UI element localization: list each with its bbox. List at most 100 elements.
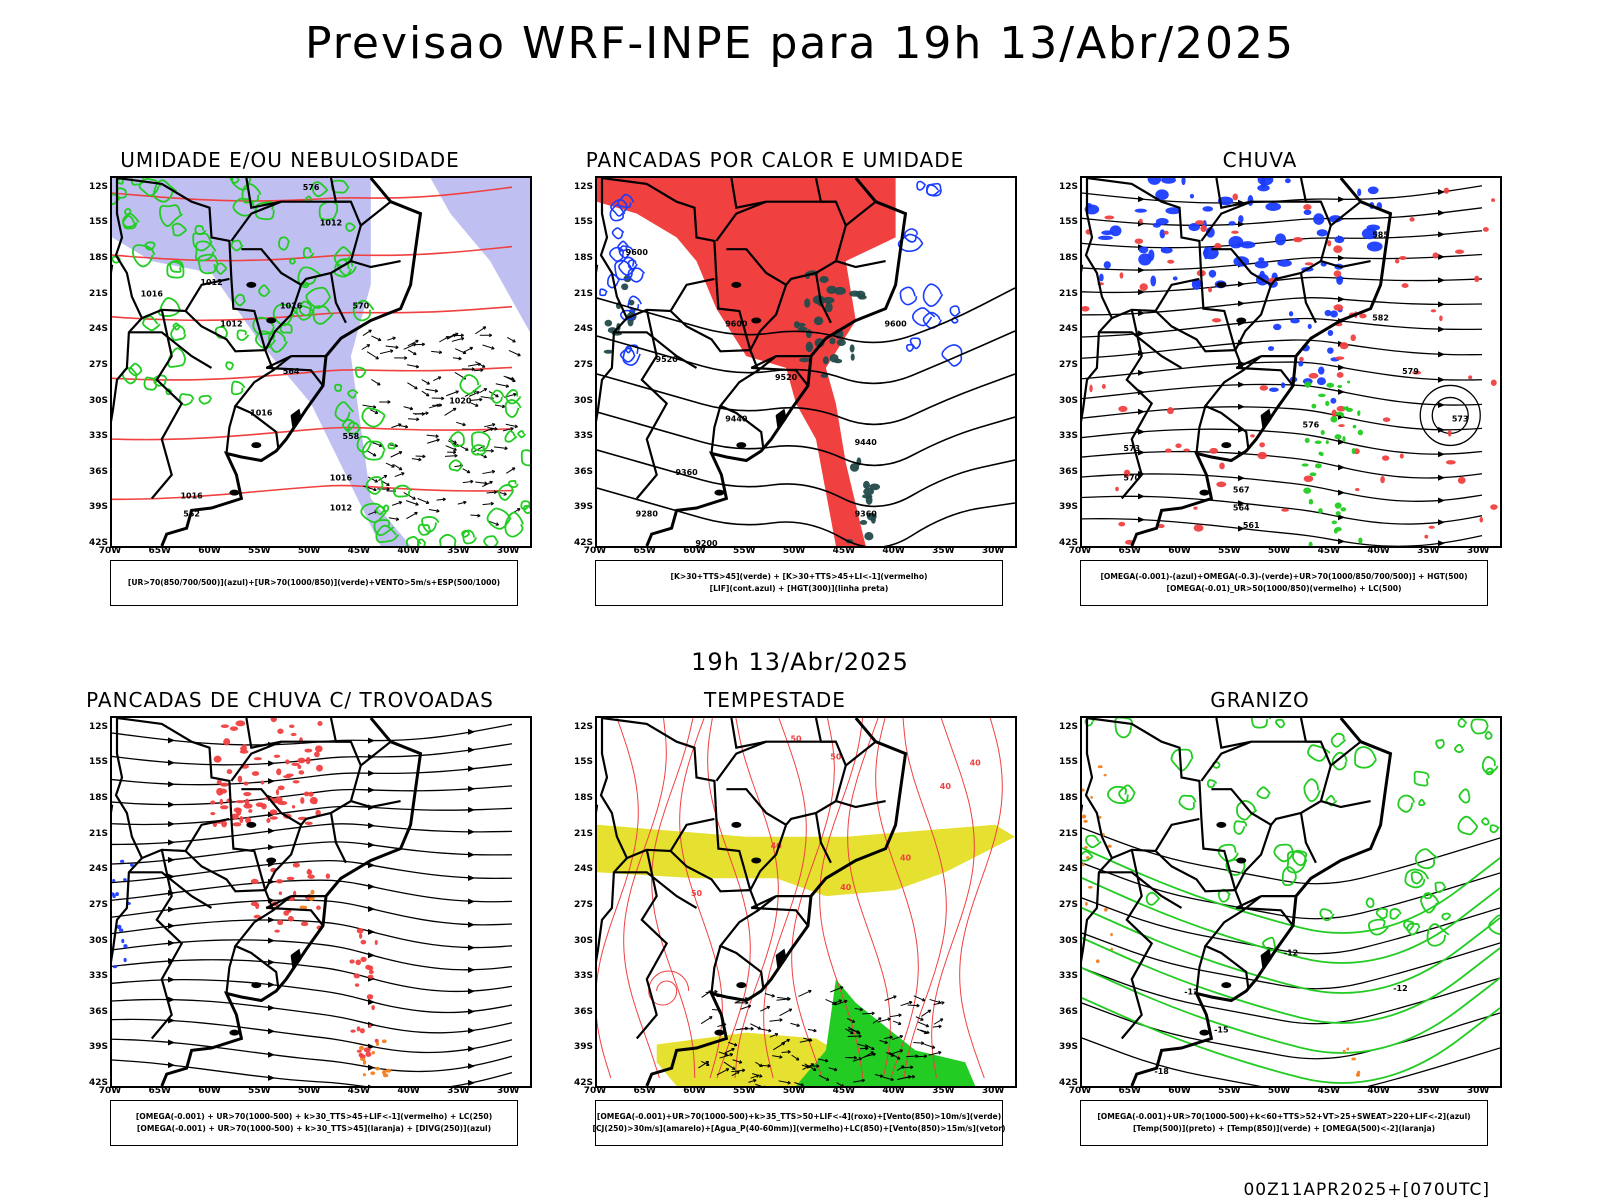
wind-vector (461, 367, 475, 372)
humidity-contour-green (236, 329, 250, 341)
instability-area-teal (822, 356, 829, 365)
humidity-contour-green (405, 536, 422, 546)
precip-area-red (1219, 462, 1225, 470)
omega-area-blue (1202, 206, 1214, 212)
map-frame: 585 582 579 576 573 570 567 564 561 573 (1080, 176, 1502, 548)
coastline-east (645, 718, 908, 1086)
panel-legend: [OMEGA(-0.001)+UR>70(1000-500)+k>35_TTS>… (592, 1100, 1006, 1146)
longitude-tick-label: 35W (447, 1086, 470, 1096)
thunderstorm-area-red (285, 759, 290, 765)
omega-area-green (1301, 463, 1309, 467)
thunderstorm-area-red (244, 798, 250, 807)
political-border (1299, 272, 1317, 324)
latitude-axis: 12S 15S 18S 21S 24S 27S 30S 33S 36S 39S 42S (1038, 176, 1078, 548)
thunderstorm-area-red (275, 879, 284, 884)
panel-legend: [UR>70(850/700/500)](azul)+[UR>70(1000/8… (110, 560, 518, 606)
latitude-tick-label: 12S (88, 721, 108, 732)
contour-label: -12 (1284, 948, 1298, 957)
wind-vector (486, 490, 497, 495)
omega-area-blue (1247, 195, 1254, 207)
precip-area-red (1398, 256, 1407, 260)
wind-vector (728, 1041, 738, 1047)
wind-vector (915, 1016, 924, 1021)
streamline (112, 1018, 513, 1054)
political-border (1086, 178, 1237, 351)
wind-vector (882, 1076, 894, 1082)
political-border (350, 800, 401, 809)
lagoon-shape (290, 408, 302, 431)
wind-vector (394, 356, 408, 360)
omega-area-green (1318, 508, 1323, 514)
temperature-850-contour (1303, 778, 1321, 803)
wind-vector (769, 1032, 779, 1038)
wind-vector (470, 402, 479, 407)
temperature-850-contour (1435, 739, 1445, 749)
latitude-tick-label: 15S (88, 757, 108, 768)
thunderstorm-area-red (360, 939, 367, 945)
political-border (599, 718, 715, 860)
wind-vector (479, 388, 488, 394)
humidity-contour-green (234, 293, 247, 307)
streamline-arrow (168, 1062, 175, 1069)
political-border (1211, 248, 1272, 286)
wind-850-area (796, 979, 976, 1086)
temperature-850-contour (1114, 718, 1134, 739)
political-border (710, 945, 722, 994)
precip-area-red (1257, 451, 1268, 460)
wind-vector (731, 1068, 746, 1073)
wind-vector (452, 356, 462, 361)
wind-vector (482, 344, 495, 350)
instability-area-teal (864, 532, 874, 541)
longitude-tick-label: 70W (583, 1086, 607, 1096)
streamline-arrow (1138, 310, 1145, 317)
humidity-contour-green (336, 258, 357, 277)
contour-label: 9600 (626, 248, 649, 257)
contour-label: 1012 (220, 319, 242, 328)
streamline-arrow (268, 811, 275, 818)
humidity-contour-green (504, 430, 518, 443)
wind-vector (834, 999, 848, 1006)
precipitable-water-contour (959, 718, 1003, 1079)
latitude-tick-label: 39S (1058, 502, 1078, 513)
omega-area-orange (1357, 1070, 1361, 1075)
precip-area-red (1259, 385, 1269, 391)
contour-label: 564 (283, 367, 300, 376)
temperature-850-contour (1454, 743, 1465, 754)
political-border (1215, 178, 1252, 210)
wind-vector (698, 1060, 710, 1069)
streamline (112, 939, 513, 971)
instability-area-teal (805, 341, 814, 353)
omega-area-blue (1228, 221, 1236, 226)
humidity-contour-green (356, 435, 373, 454)
thunderstorm-area-red (292, 780, 300, 784)
humidity-contour-green (471, 431, 492, 452)
map-canvas (112, 718, 513, 1086)
instability-area-teal (804, 298, 811, 308)
precip-area-red (1401, 283, 1409, 288)
thunderstorm-area-red (365, 1051, 372, 1057)
longitude-tick-label: 55W (1218, 546, 1241, 556)
wind-vector (905, 1074, 916, 1079)
precip-area-red (1439, 315, 1443, 322)
lifted-index-contour (617, 240, 629, 252)
longitude-tick-label: 50W (297, 1086, 321, 1096)
thunderstorm-area-red (210, 800, 216, 805)
precip-area-red (1490, 379, 1497, 386)
political-border (184, 850, 266, 893)
temperature-850-contour (1082, 997, 1500, 1084)
thunderstorm-area-red (291, 804, 296, 809)
temperature-850-contour (1488, 914, 1500, 936)
wind-vector (864, 1052, 876, 1058)
political-border (329, 718, 351, 743)
precip-area-red (1211, 318, 1222, 323)
latitude-tick-label: 33S (573, 431, 593, 442)
instability-area-teal (820, 373, 829, 378)
longitude-tick-label: 65W (1118, 1086, 1141, 1096)
humidity-contour-green (520, 449, 530, 467)
legend-line: [CJ(250)>30m/s](amarelo)+[Agua_P(40-60mm… (592, 1124, 1006, 1133)
temperature-850-contour (1233, 820, 1248, 835)
thunderstorm-area-red (304, 821, 313, 826)
latitude-tick-label: 33S (88, 971, 108, 982)
humidity-contour-green (169, 260, 183, 273)
wind-vector (439, 336, 450, 343)
